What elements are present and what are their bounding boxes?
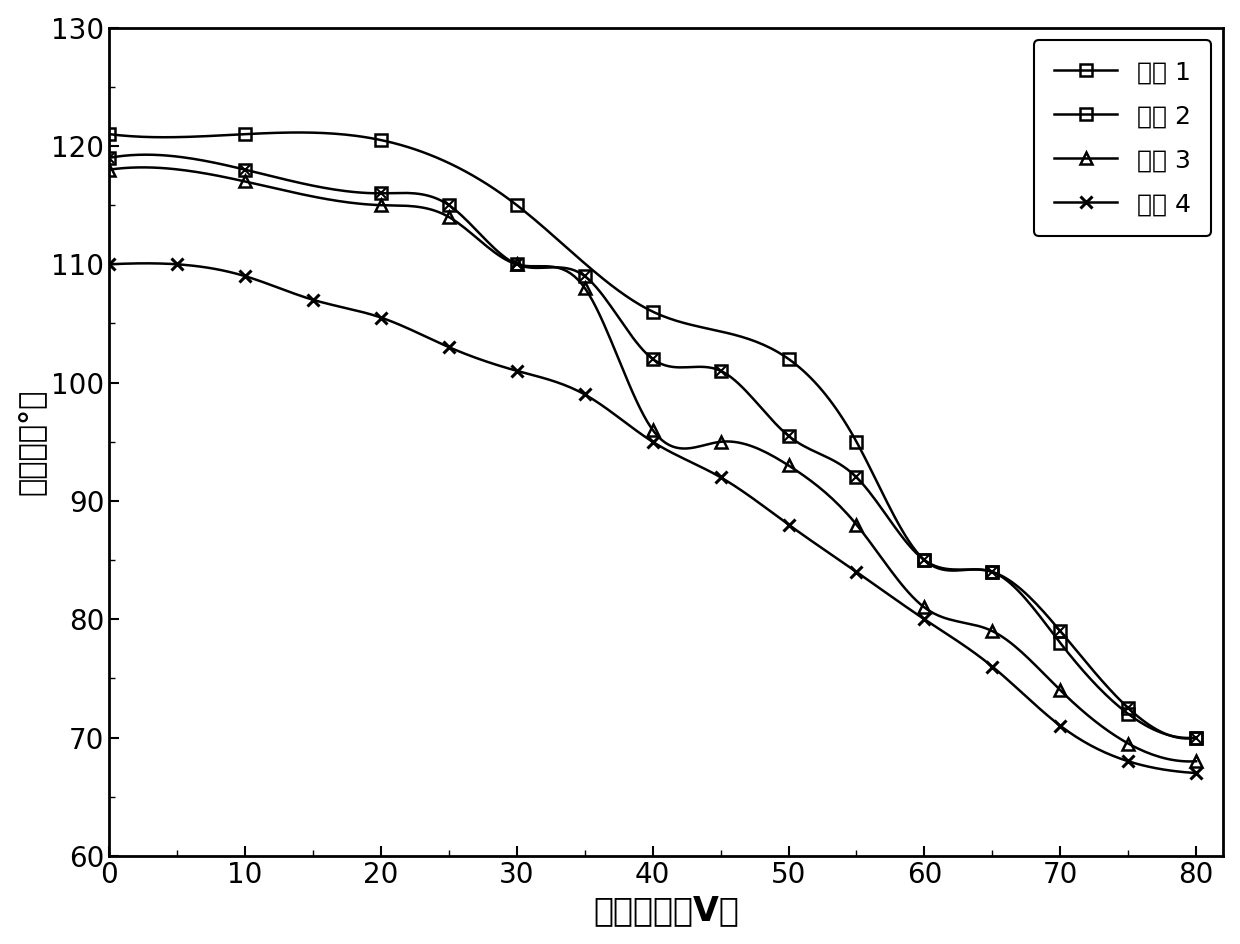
Line: 曲线 4: 曲线 4 <box>103 258 1203 780</box>
曲线 2 <box>102 152 117 163</box>
曲线 1 <box>645 306 660 317</box>
曲线 1 <box>849 436 864 447</box>
曲线 2 <box>781 430 796 442</box>
曲线 2 <box>918 554 932 565</box>
曲线 3 <box>510 259 525 270</box>
曲线 3 <box>1121 738 1136 750</box>
曲线 3 <box>1053 684 1068 696</box>
曲线 4 <box>713 472 728 483</box>
曲线 2 <box>1189 732 1204 743</box>
曲线 4 <box>1189 767 1204 779</box>
曲线 4 <box>781 519 796 531</box>
曲线 3 <box>578 282 593 294</box>
曲线 4 <box>918 614 932 625</box>
曲线 3 <box>985 626 999 637</box>
曲线 1 <box>510 199 525 211</box>
曲线 4 <box>578 389 593 400</box>
曲线 4 <box>510 365 525 377</box>
曲线 3 <box>781 460 796 471</box>
曲线 1 <box>373 134 388 145</box>
曲线 4 <box>849 566 864 578</box>
曲线 4 <box>1121 755 1136 767</box>
曲线 4 <box>305 295 320 306</box>
曲线 4 <box>170 259 185 270</box>
Line: 曲线 1: 曲线 1 <box>103 127 1203 744</box>
曲线 2 <box>849 472 864 483</box>
Y-axis label: 接触角（°）: 接触角（°） <box>16 389 46 495</box>
曲线 4 <box>985 661 999 672</box>
曲线 3 <box>849 519 864 531</box>
曲线 1 <box>1121 708 1136 719</box>
曲线 2 <box>645 353 660 364</box>
曲线 3 <box>441 211 456 223</box>
曲线 1 <box>781 353 796 364</box>
曲线 4 <box>645 436 660 447</box>
曲线 4 <box>102 259 117 270</box>
曲线 2 <box>578 271 593 282</box>
曲线 2 <box>510 259 525 270</box>
曲线 1 <box>1053 637 1068 649</box>
曲线 3 <box>373 199 388 211</box>
曲线 4 <box>1053 720 1068 732</box>
曲线 2 <box>1121 702 1136 714</box>
曲线 1 <box>1189 732 1204 743</box>
曲线 3 <box>918 601 932 613</box>
Line: 曲线 2: 曲线 2 <box>103 152 1203 744</box>
曲线 2 <box>713 365 728 377</box>
曲线 1 <box>238 128 253 140</box>
曲线 3 <box>645 424 660 435</box>
曲线 2 <box>238 164 253 176</box>
曲线 2 <box>985 566 999 578</box>
曲线 2 <box>373 188 388 199</box>
Line: 曲线 3: 曲线 3 <box>103 163 1203 767</box>
曲线 1 <box>985 566 999 578</box>
曲线 2 <box>1053 626 1068 637</box>
曲线 3 <box>102 164 117 176</box>
曲线 3 <box>1189 755 1204 767</box>
Legend: 曲线 1, 曲线 2, 曲线 3, 曲线 4: 曲线 1, 曲线 2, 曲线 3, 曲线 4 <box>1034 41 1210 236</box>
曲线 4 <box>238 271 253 282</box>
曲线 1 <box>918 554 932 565</box>
曲线 3 <box>238 176 253 187</box>
曲线 2 <box>441 199 456 211</box>
曲线 1 <box>102 128 117 140</box>
X-axis label: 施加电压（V）: 施加电压（V） <box>593 894 739 927</box>
曲线 4 <box>373 312 388 323</box>
曲线 3 <box>713 436 728 447</box>
曲线 4 <box>441 342 456 353</box>
